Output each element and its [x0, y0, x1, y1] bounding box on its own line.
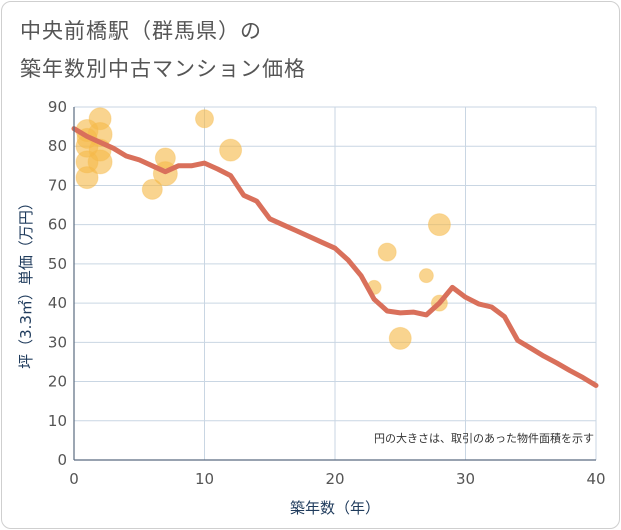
y-tick-label: 90	[48, 98, 67, 116]
chart-title-line1: 中央前橋駅（群馬県）の	[20, 19, 262, 43]
y-tick-label: 40	[48, 294, 67, 312]
x-tick-label: 0	[69, 470, 79, 488]
data-bubble	[75, 166, 99, 190]
data-bubble	[418, 268, 434, 284]
y-tick-label: 60	[48, 216, 67, 234]
chart-title-line2: 築年数別中古マンション価格	[20, 57, 306, 81]
size-note: 円の大きさは、取引のあった物件面積を示す	[374, 431, 594, 445]
data-bubble	[219, 138, 243, 162]
axes	[73, 107, 596, 461]
y-tick-label: 0	[57, 451, 67, 469]
x-tick-label: 20	[325, 470, 344, 488]
data-bubble	[141, 178, 163, 200]
data-bubble	[195, 109, 214, 129]
data-bubble	[427, 213, 451, 237]
data-bubble	[87, 149, 113, 175]
tick-labels: 0 10 20 30 40 50 60 70 80 90 0 10 20 30 40	[48, 98, 606, 488]
x-tick-label: 40	[586, 470, 605, 488]
data-bubble	[377, 242, 397, 262]
trend-line	[71, 126, 599, 388]
data-bubble	[388, 326, 412, 350]
grid-lines	[74, 106, 597, 460]
y-tick-label: 30	[48, 333, 67, 351]
x-axis-label: 築年数（年）	[290, 499, 380, 517]
y-tick-label: 50	[48, 255, 67, 273]
y-axis-label: 坪（3.3㎡）単価（万円）	[17, 195, 35, 369]
y-tick-label: 20	[48, 373, 67, 391]
y-tick-label: 70	[48, 176, 67, 194]
x-tick-label: 10	[195, 470, 214, 488]
y-tick-label: 10	[48, 412, 67, 430]
trend-series	[71, 126, 599, 388]
x-tick-label: 30	[456, 470, 475, 488]
y-tick-label: 80	[48, 137, 67, 155]
